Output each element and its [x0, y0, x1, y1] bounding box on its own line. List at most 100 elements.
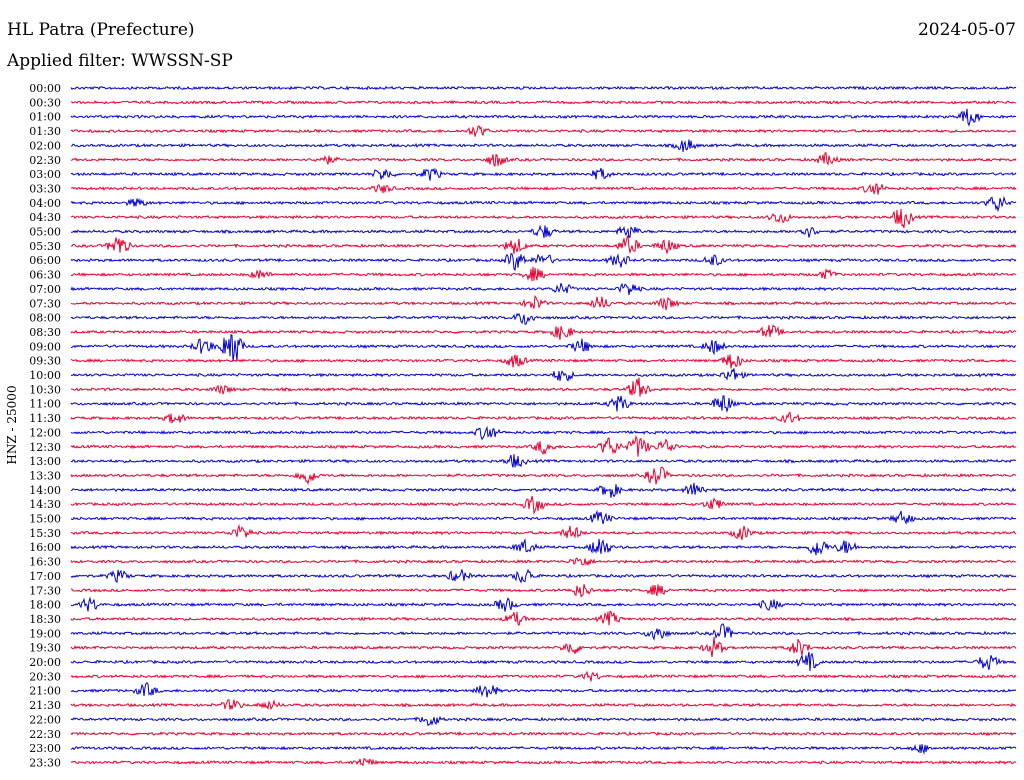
time-tick-label: 05:00 — [29, 226, 61, 239]
time-tick-label: 02:30 — [29, 154, 61, 167]
time-tick-label: 04:30 — [29, 211, 61, 224]
time-tick-label: 13:30 — [29, 469, 61, 482]
trace-line — [70, 623, 1017, 641]
time-tick-label: 07:00 — [29, 283, 61, 296]
time-tick-label: 08:30 — [29, 326, 61, 339]
time-tick-label: 10:30 — [29, 383, 61, 396]
station-title: HL Patra (Prefecture) — [7, 20, 195, 40]
trace-line — [70, 584, 1017, 598]
time-tick-label: 15:00 — [29, 513, 61, 526]
trace-line — [70, 334, 1017, 362]
trace-line — [70, 636, 1017, 658]
trace-line — [70, 715, 1017, 727]
trace-line — [70, 282, 1017, 296]
time-tick-label: 23:30 — [29, 756, 61, 769]
trace-line — [70, 731, 1017, 737]
time-tick-label: 09:00 — [29, 340, 61, 353]
time-tick-label: 10:00 — [29, 369, 61, 382]
time-tick-label: 13:00 — [29, 455, 61, 468]
trace-line — [70, 454, 1017, 468]
traces — [70, 85, 1017, 767]
date-label: 2024-05-07 — [917, 20, 1016, 40]
time-tick-label: 11:00 — [29, 398, 61, 411]
time-tick-label: 17:30 — [29, 584, 61, 597]
trace-line — [70, 466, 1017, 486]
trace-line — [70, 568, 1017, 584]
time-tick-label: 06:30 — [29, 269, 61, 282]
time-tick-label: 16:30 — [29, 556, 61, 569]
trace-line — [70, 744, 1017, 755]
time-tick-label: 18:30 — [29, 613, 61, 626]
time-tick-label: 00:30 — [29, 96, 61, 109]
trace-line — [70, 537, 1017, 556]
trace-line — [70, 233, 1017, 255]
time-tick-label: 19:00 — [29, 627, 61, 640]
trace-line — [70, 425, 1017, 441]
trace-line — [70, 523, 1017, 541]
trace-line — [70, 208, 1017, 229]
trace-line — [70, 125, 1017, 137]
trace-line — [70, 152, 1017, 167]
time-tick-label: 15:30 — [29, 527, 61, 540]
trace-line — [70, 312, 1017, 325]
time-tick-label: 11:30 — [29, 412, 61, 425]
trace-line — [70, 682, 1017, 698]
time-tick-label: 16:00 — [29, 541, 61, 554]
trace-line — [70, 377, 1017, 397]
time-tick-label: 18:00 — [29, 599, 61, 612]
time-tick-label: 01:30 — [29, 125, 61, 138]
trace-line — [70, 294, 1017, 311]
time-tick-label: 17:00 — [29, 570, 61, 583]
trace-line — [70, 183, 1017, 195]
time-tick-label: 06:00 — [29, 254, 61, 267]
trace-line — [70, 99, 1017, 105]
time-tick-label: 09:30 — [29, 355, 61, 368]
trace-line — [70, 509, 1017, 525]
time-tick-label: 21:30 — [29, 699, 61, 712]
trace-line — [70, 368, 1017, 382]
trace-line — [70, 324, 1017, 341]
trace-line — [70, 354, 1017, 369]
trace-line — [70, 434, 1017, 457]
trace-line — [70, 557, 1017, 566]
trace-line — [70, 252, 1017, 272]
time-tick-label: 22:30 — [29, 728, 61, 741]
time-tick-label: 14:30 — [29, 498, 61, 511]
trace-line — [70, 139, 1017, 153]
time-tick-label: 03:00 — [29, 168, 61, 181]
time-tick-label: 02:00 — [29, 139, 61, 152]
time-tick-label: 12:00 — [29, 426, 61, 439]
trace-line — [70, 699, 1017, 711]
trace-line — [70, 85, 1017, 91]
trace-line — [70, 195, 1017, 213]
trace-line — [70, 224, 1017, 239]
time-tick-label: 14:00 — [29, 484, 61, 497]
filter-label: Applied filter: WWSSN-SP — [7, 51, 233, 71]
trace-line — [70, 596, 1017, 612]
time-tick-label: 19:30 — [29, 642, 61, 655]
time-tick-label: 04:00 — [29, 197, 61, 210]
time-tick-label: 21:00 — [29, 685, 61, 698]
time-tick-label: 22:00 — [29, 713, 61, 726]
trace-line — [70, 108, 1017, 127]
trace-line — [70, 496, 1017, 516]
time-tick-label: 08:00 — [29, 312, 61, 325]
trace-line — [70, 758, 1017, 767]
trace-line — [70, 670, 1017, 682]
time-tick-label: 01:00 — [29, 111, 61, 124]
time-tick-label: 03:30 — [29, 182, 61, 195]
time-tick-label: 00:00 — [29, 82, 61, 95]
time-tick-label: 07:30 — [29, 297, 61, 310]
time-tick-label: 05:30 — [29, 240, 61, 253]
time-tick-label: 20:30 — [29, 670, 61, 683]
time-tick-label: 12:30 — [29, 441, 61, 454]
trace-line — [70, 167, 1017, 181]
trace-line — [70, 482, 1017, 498]
trace-line — [70, 266, 1017, 282]
trace-line — [70, 651, 1017, 672]
trace-line — [70, 610, 1017, 627]
trace-line — [70, 395, 1017, 414]
trace-line — [70, 411, 1017, 424]
